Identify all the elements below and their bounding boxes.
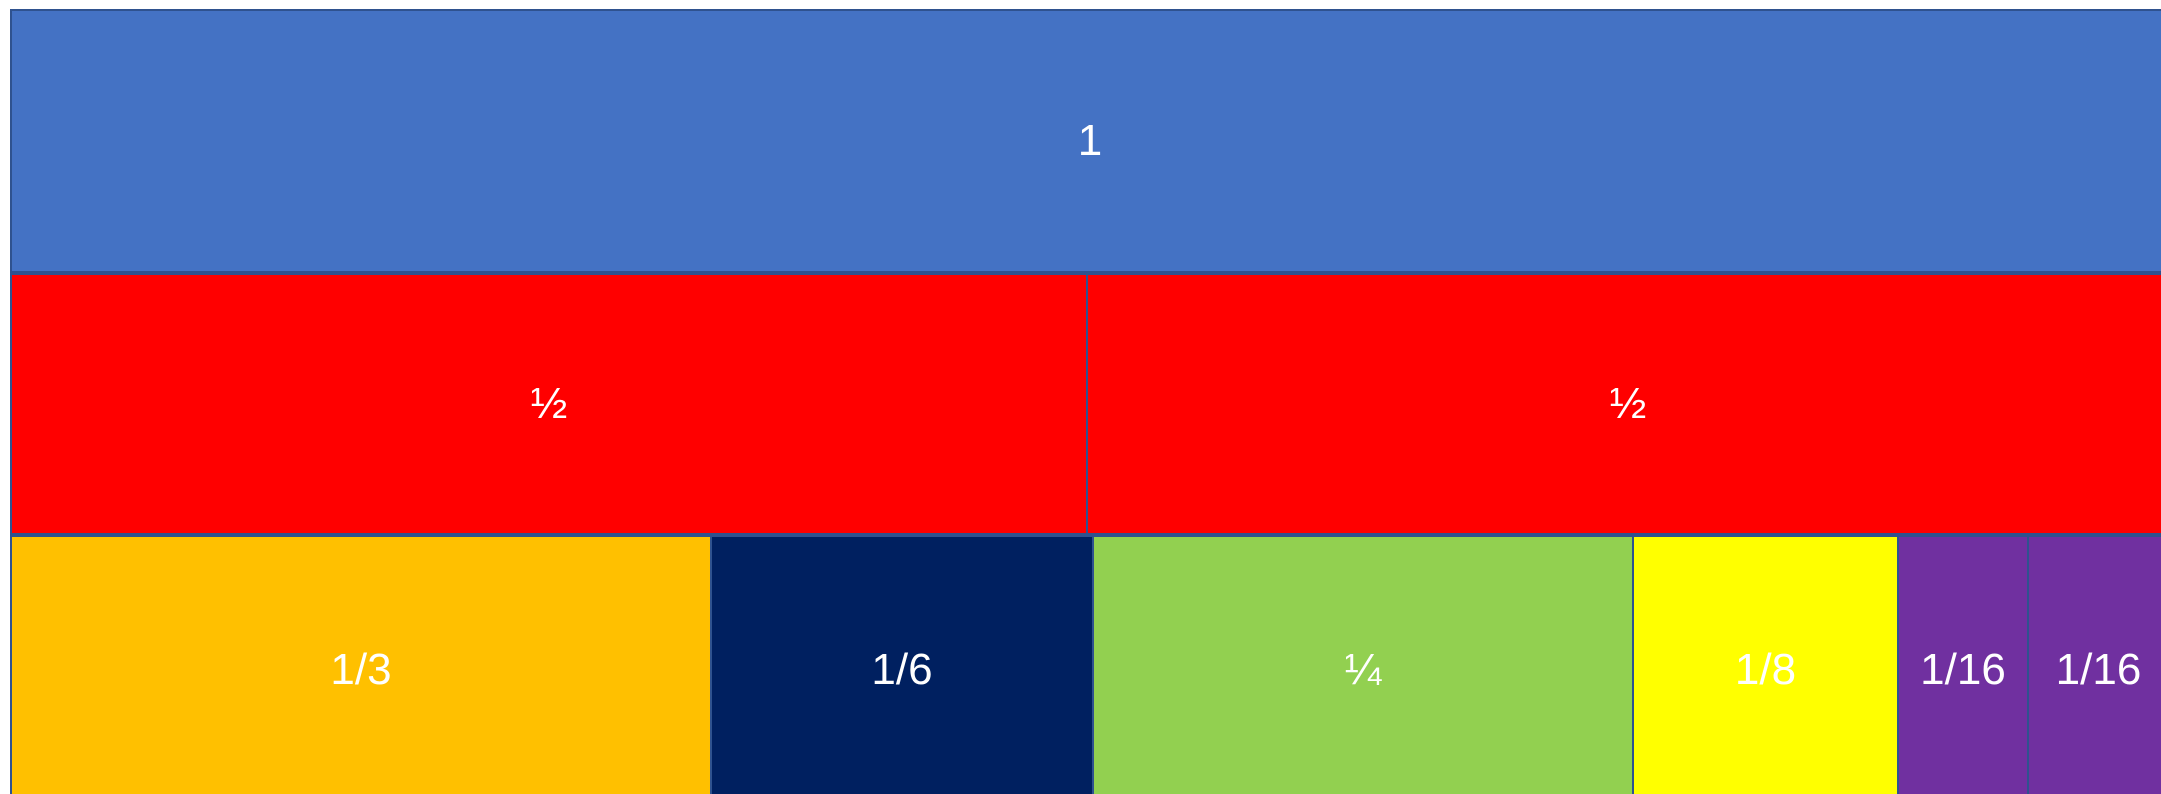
half-bar-right-label: ½ [1609, 379, 1647, 428]
eighth-bar-label: 1/8 [1734, 645, 1797, 694]
quarter-bar-label: ¼ [1344, 645, 1382, 694]
sixteenth-bar-first-label: 1/16 [1920, 645, 2006, 694]
sixth-bar-label: 1/6 [871, 645, 933, 694]
whole-bar: 1 [10, 9, 2161, 273]
third-bar: 1/3 [10, 535, 712, 794]
whole-bar-label: 1 [1077, 116, 1103, 165]
quarter-bar: ¼ [1092, 535, 1634, 794]
sixteenth-bar-second: 1/16 [2027, 535, 2161, 794]
third-bar-label: 1/3 [330, 645, 392, 694]
eighth-bar: 1/8 [1632, 535, 1899, 794]
sixteenth-bar-first: 1/16 [1897, 535, 2029, 794]
half-bar-left: ½ [10, 273, 1088, 535]
half-bar-left-label: ½ [530, 379, 568, 428]
sixteenth-bar-second-label: 1/16 [2055, 645, 2142, 694]
sixth-bar: 1/6 [710, 535, 1094, 794]
half-bar-right: ½ [1086, 273, 2161, 535]
